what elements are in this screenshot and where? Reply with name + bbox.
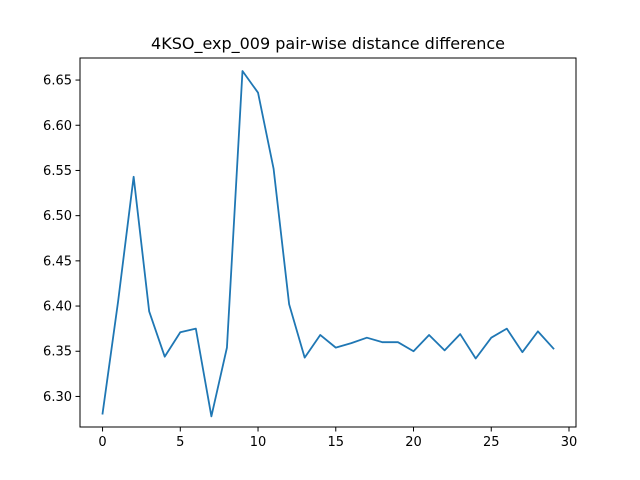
- axes-frame: [79, 57, 577, 428]
- x-tick-label-4: 20: [405, 435, 422, 450]
- y-tick-label-0: 6.30: [43, 390, 72, 405]
- x-tick-label-3: 15: [328, 435, 345, 450]
- y-tick-label-5: 6.55: [43, 164, 72, 179]
- y-tick-label-2: 6.40: [43, 300, 72, 315]
- chart-title: 4KSO_exp_009 pair-wise distance differen…: [151, 34, 505, 54]
- x-tick-label-2: 10: [250, 435, 267, 450]
- y-tick-label-7: 6.65: [43, 74, 72, 89]
- x-tick-label-0: 0: [98, 435, 106, 450]
- x-tick-label-5: 25: [483, 435, 500, 450]
- y-tick-label-3: 6.45: [43, 254, 72, 269]
- series-line-0: [101, 70, 555, 418]
- y-tick-label-4: 6.50: [43, 209, 72, 224]
- y-tick-label-6: 6.60: [43, 119, 72, 134]
- y-tick-label-1: 6.35: [43, 345, 72, 360]
- x-tick-label-1: 5: [176, 435, 184, 450]
- x-tick-label-6: 30: [561, 435, 578, 450]
- plot-area: 0 5 10 15 20 25 30 6.30 6.35 6.40 6.45 6.50 6.55 6.60…: [43, 57, 578, 450]
